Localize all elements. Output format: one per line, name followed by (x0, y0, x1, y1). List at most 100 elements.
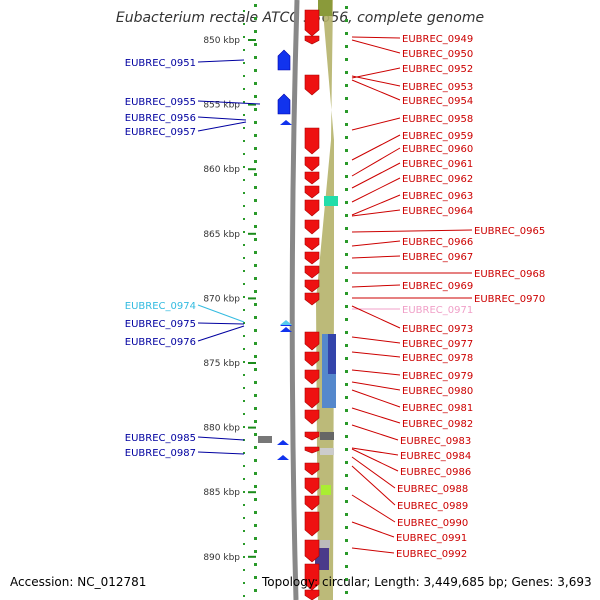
right-leader-line (351, 465, 396, 506)
minor-tick-left (254, 238, 257, 241)
right-gene-label: EUBREC_0981 (402, 403, 473, 414)
left-leader-line (197, 100, 261, 105)
minor-tick-left (254, 498, 257, 501)
minor-tick-left (254, 355, 257, 358)
minor-tick-left2 (243, 75, 245, 77)
minor-tick-left2 (243, 478, 245, 480)
right-leader-line (351, 255, 401, 259)
right-leader-line (351, 177, 401, 203)
forward-gene-arrow (304, 292, 320, 306)
right-leader-line (351, 336, 401, 344)
minor-tick-left (254, 4, 257, 7)
minor-tick-left2 (243, 400, 245, 402)
tick-label: 870 kbp (203, 294, 240, 304)
minor-tick-left2 (243, 426, 245, 428)
right-leader-line (351, 494, 396, 523)
minor-tick-left (254, 329, 257, 332)
map-title: Eubacterium rectale ATCC 33656, complete… (115, 10, 485, 26)
minor-tick-right (345, 175, 348, 178)
right-gene-label: EUBREC_0959 (402, 131, 473, 142)
chevron-mark (306, 88, 318, 93)
grey-feature-left (258, 436, 272, 443)
left-gene-label: EUBREC_0974 (125, 301, 196, 312)
right-gene-label: EUBREC_0961 (402, 159, 473, 170)
minor-tick-right (345, 409, 348, 412)
minor-tick-left2 (243, 244, 245, 246)
minor-tick-left (254, 511, 257, 514)
forward-gene-arrow (304, 35, 320, 45)
right-gene-label: EUBREC_0983 (400, 436, 471, 447)
forward-gene-arrow (304, 265, 320, 279)
tick-label: 865 kbp (203, 230, 240, 240)
right-gene-label: EUBREC_0978 (402, 353, 473, 364)
right-gene-label: EUBREC_0962 (402, 174, 473, 185)
light-feature-right (320, 448, 334, 455)
right-gene-label: EUBREC_0977 (402, 339, 473, 350)
minor-tick-left2 (243, 361, 245, 363)
forward-gene-arrow (304, 219, 320, 235)
minor-tick-right (345, 461, 348, 464)
right-leader-line (351, 381, 401, 391)
reverse-small-arrow (280, 120, 292, 125)
chevron-mark (306, 83, 318, 88)
minor-tick-right (345, 318, 348, 321)
minor-tick-left2 (243, 270, 245, 272)
minor-tick-right (345, 253, 348, 256)
forward-gene-arrow (304, 495, 320, 511)
right-gene-label: EUBREC_0953 (402, 82, 473, 93)
minor-tick-right (345, 19, 348, 22)
right-gene-label: EUBREC_0992 (396, 549, 467, 560)
left-gene-label: EUBREC_0985 (125, 433, 196, 444)
minor-tick-left2 (243, 257, 245, 259)
minor-tick-left (254, 173, 257, 176)
right-leader-line (351, 305, 401, 329)
gc-highlight (321, 485, 331, 495)
minor-tick-left (254, 433, 257, 436)
minor-tick-right (345, 6, 348, 9)
right-leader-line (351, 547, 395, 554)
backbone-arc (289, 0, 300, 600)
right-leader-line (351, 240, 401, 247)
tick-label: 875 kbp (203, 359, 240, 369)
minor-tick-left2 (243, 114, 245, 116)
minor-tick-right (345, 552, 348, 555)
right-leader-line (351, 424, 399, 441)
minor-tick-left (254, 303, 257, 306)
left-gene-label: EUBREC_0987 (125, 448, 196, 459)
minor-tick-left2 (243, 23, 245, 25)
right-gene-label: EUBREC_0964 (402, 206, 473, 217)
right-gene-label: EUBREC_0963 (402, 191, 473, 202)
minor-tick-right (345, 136, 348, 139)
forward-gene-arrow (304, 279, 320, 293)
minor-tick-right (345, 539, 348, 542)
right-gene-label: EUBREC_0980 (402, 386, 473, 397)
minor-tick-left2 (243, 205, 245, 207)
minor-tick-left2 (243, 309, 245, 311)
right-gene-label: EUBREC_0960 (402, 144, 473, 155)
right-leader-line (351, 369, 401, 376)
forward-gene-arrow (304, 511, 320, 537)
forward-gene-arrow (304, 171, 320, 185)
minor-tick-right (345, 188, 348, 191)
minor-tick-left2 (243, 36, 245, 38)
minor-tick-right (345, 435, 348, 438)
right-leader-line (351, 389, 401, 408)
reverse-gene-arrow (277, 49, 291, 71)
minor-tick-left2 (243, 322, 245, 324)
right-leader-line (351, 284, 401, 288)
right-gene-label: EUBREC_0982 (402, 419, 473, 430)
minor-tick-right (345, 227, 348, 230)
minor-tick-right (345, 97, 348, 100)
minor-tick-left2 (243, 530, 245, 532)
right-leader-line (351, 79, 401, 101)
right-leader-line (351, 448, 399, 472)
minor-tick-left (254, 563, 257, 566)
ticks: 850 kbp 855 kbp 860 kbp 865 kbp 870 kbp 875 k… (203, 4, 348, 597)
minor-tick-left2 (243, 101, 245, 103)
accession: Accession: NC_012781 (10, 575, 147, 589)
minor-tick-left (254, 550, 257, 553)
minor-tick-left2 (243, 88, 245, 90)
right-leader-line (351, 75, 401, 87)
minor-tick-left2 (243, 335, 245, 337)
left-leader-line (197, 116, 247, 121)
